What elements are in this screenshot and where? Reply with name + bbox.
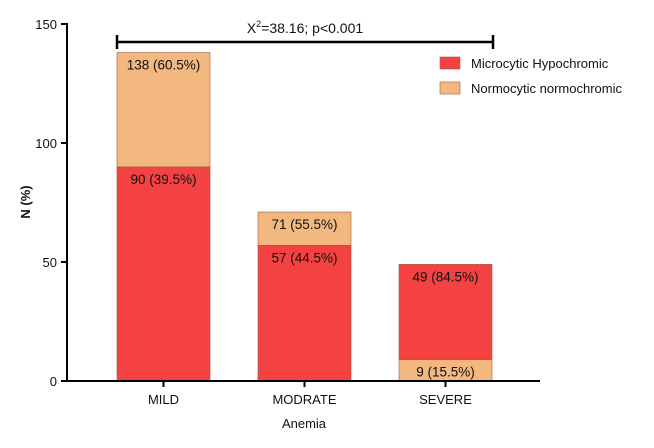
bar-segment bbox=[116, 166, 211, 382]
y-tick-label: 100 bbox=[35, 136, 57, 151]
legend: Microcytic Hypochromic Normocytic normoch… bbox=[439, 56, 622, 96]
bar-segment bbox=[257, 211, 352, 246]
significance-annotation: X2=38.16; p<0.001 bbox=[115, 19, 495, 49]
legend-swatch bbox=[439, 56, 461, 70]
y-axis-label: N (%) bbox=[18, 185, 33, 218]
data-label: 71 (55.5%) bbox=[271, 217, 337, 232]
y-tick-label: 0 bbox=[50, 374, 57, 389]
bar-segment bbox=[116, 52, 211, 168]
data-label: 49 (84.5%) bbox=[412, 269, 478, 284]
y-tick-label: 50 bbox=[43, 255, 57, 270]
bar-segment bbox=[257, 245, 352, 382]
bar-segment bbox=[398, 264, 493, 360]
x-axis-label: Anemia bbox=[282, 416, 327, 431]
chi-square-text: X2=38.16; p<0.001 bbox=[247, 19, 364, 36]
x-tick-label: MODRATE bbox=[272, 392, 336, 407]
data-label: 90 (39.5%) bbox=[130, 172, 196, 187]
data-label: 9 (15.5%) bbox=[416, 365, 475, 380]
data-label: 138 (60.5%) bbox=[127, 58, 201, 73]
x-tick-label: SEVERE bbox=[419, 392, 472, 407]
data-label: 57 (44.5%) bbox=[271, 250, 337, 265]
y-tick-label: 150 bbox=[35, 17, 57, 32]
legend-swatch bbox=[439, 81, 461, 95]
x-tick-label: MILD bbox=[148, 392, 179, 407]
legend-label: Normocytic normochromic bbox=[471, 81, 622, 96]
legend-label: Microcytic Hypochromic bbox=[471, 56, 609, 71]
